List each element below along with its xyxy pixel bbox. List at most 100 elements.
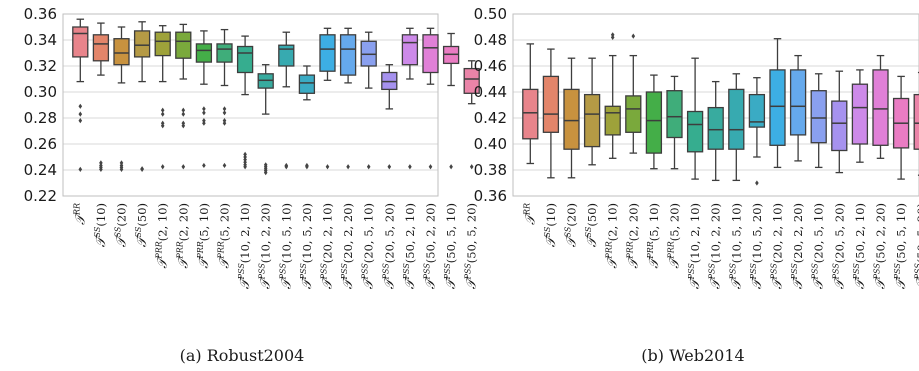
box-11 xyxy=(278,31,295,170)
box-17 xyxy=(851,69,869,163)
outlier xyxy=(78,111,83,117)
box-5 xyxy=(604,32,621,159)
y-tick-label: 0.22 xyxy=(24,187,57,205)
x-tick-label: 𝒯PSS(20, 2, 10) xyxy=(320,203,336,289)
y-tick-label: 0.36 xyxy=(24,5,57,23)
y-tick-label: 0.48 xyxy=(474,31,507,49)
x-tick-label: 𝒯SS(10) xyxy=(93,203,109,247)
box-1 xyxy=(72,18,89,172)
box-iqr xyxy=(707,106,724,150)
x-tick-label: 𝒯PSS(50, 2, 20) xyxy=(873,203,889,289)
box-iqr xyxy=(542,75,560,133)
x-tick-label: 𝒯SS(20) xyxy=(114,203,130,247)
outlier xyxy=(631,33,636,39)
box-5 xyxy=(154,25,171,170)
box-15 xyxy=(810,73,827,169)
x-tick-label: 𝒯PRR(5, 20) xyxy=(667,203,683,269)
x-tick-label: 𝒯PSS(10, 2, 10) xyxy=(237,203,253,289)
box-iqr xyxy=(133,30,151,58)
box-18 xyxy=(872,54,889,159)
panel-robust2004: 0.22 0.24 0.26 0.28 0.30 0.32 0.34 0.36 𝒯RR 𝒯SS(1… xyxy=(24,5,480,289)
box-17 xyxy=(401,27,419,170)
box-14 xyxy=(339,27,357,170)
box-iqr xyxy=(72,26,89,58)
box-iqr xyxy=(810,90,827,144)
box-16 xyxy=(381,64,398,170)
outlier xyxy=(222,120,227,126)
x-tick-label: 𝒯PSS(10, 5, 10) xyxy=(278,203,294,289)
box-3 xyxy=(563,57,580,179)
outlier xyxy=(181,164,186,170)
box-iqr xyxy=(154,31,171,57)
outlier xyxy=(202,120,206,126)
x-tick-label: 𝒯PRR(5, 10) xyxy=(646,203,662,269)
y-tick-label: 0.44 xyxy=(474,83,507,101)
y-tick-label: 0.30 xyxy=(24,83,57,101)
box-iqr xyxy=(195,43,213,63)
outlier xyxy=(99,166,103,172)
x-tick-label: 𝒯PSS(20, 5, 20) xyxy=(381,203,397,289)
box-3 xyxy=(113,26,130,172)
box-iqr xyxy=(319,34,336,72)
outlier xyxy=(181,111,186,117)
outlier xyxy=(469,164,474,170)
box-iqr xyxy=(913,93,919,150)
outlier xyxy=(243,164,247,170)
box-14 xyxy=(789,54,807,162)
outlier xyxy=(346,164,350,170)
x-tick-label: 𝒯PSS(10, 5, 10) xyxy=(728,203,744,289)
x-tick-label: 𝒯PRR(2, 10) xyxy=(155,203,171,269)
box-19 xyxy=(442,32,460,170)
box-iqr xyxy=(422,34,439,74)
box-8 xyxy=(666,75,683,170)
box-6 xyxy=(625,33,642,154)
box-6 xyxy=(175,23,192,170)
x-tick-label: 𝒯RR xyxy=(522,203,538,225)
caption-web2014: (b) Web2014 xyxy=(641,346,744,365)
y-tick-label: 0.24 xyxy=(24,161,57,179)
x-tick-label: 𝒯SS(50) xyxy=(134,203,150,247)
box-9 xyxy=(236,35,254,170)
box-19 xyxy=(892,75,910,180)
box-iqr xyxy=(872,69,889,146)
box-iqr xyxy=(748,93,766,128)
y-tick-label: 0.42 xyxy=(474,109,507,127)
x-tick-label: 𝒯PSS(10, 5, 20) xyxy=(749,203,765,289)
box-4 xyxy=(583,57,601,166)
outlier xyxy=(78,103,83,109)
box-1 xyxy=(522,43,539,165)
x-tick-label: 𝒯PSS(50, 5, 10) xyxy=(893,203,909,289)
y-tick-label: 0.36 xyxy=(474,187,507,205)
outlier xyxy=(119,166,124,172)
outlier xyxy=(222,106,227,112)
outlier xyxy=(222,110,227,116)
x-tick-label: 𝒯SS(50) xyxy=(584,203,600,247)
box-iqr xyxy=(298,74,316,94)
box-iqr xyxy=(686,110,704,153)
x-tick-label: 𝒯PSS(10, 2, 10) xyxy=(687,203,703,289)
box-11 xyxy=(728,73,745,182)
box-iqr xyxy=(604,105,621,136)
box-iqr xyxy=(278,44,295,67)
outlier xyxy=(387,164,392,170)
x-tick-label: 𝒯PSS(10, 2, 20) xyxy=(708,203,724,289)
box-15 xyxy=(360,31,377,170)
panel-web2014: 0.36 0.38 0.40 0.42 0.44 0.46 0.48 0.50 𝒯RR 𝒯SS(1… xyxy=(474,5,919,289)
x-tick-label: 𝒯PSS(50, 5, 10) xyxy=(443,203,459,289)
outlier xyxy=(160,164,165,170)
outlier xyxy=(78,166,83,172)
x-tick-label: 𝒯PSS(20, 5, 10) xyxy=(811,203,827,289)
x-tick-label: 𝒯PSS(20, 2, 10) xyxy=(770,203,786,289)
box-2 xyxy=(542,48,560,179)
x-tick-label: 𝒯PSS(50, 5, 20) xyxy=(914,203,919,289)
outlier xyxy=(202,162,206,169)
caption-robust2004: (a) Robust2004 xyxy=(180,346,305,365)
box-iqr xyxy=(851,83,869,145)
box-13 xyxy=(319,27,336,170)
outlier xyxy=(202,106,206,112)
outlier xyxy=(160,123,165,129)
box-iqr xyxy=(522,88,539,140)
box-iqr xyxy=(92,34,110,62)
box-iqr xyxy=(769,69,786,146)
y-tick-label: 0.34 xyxy=(24,31,57,49)
